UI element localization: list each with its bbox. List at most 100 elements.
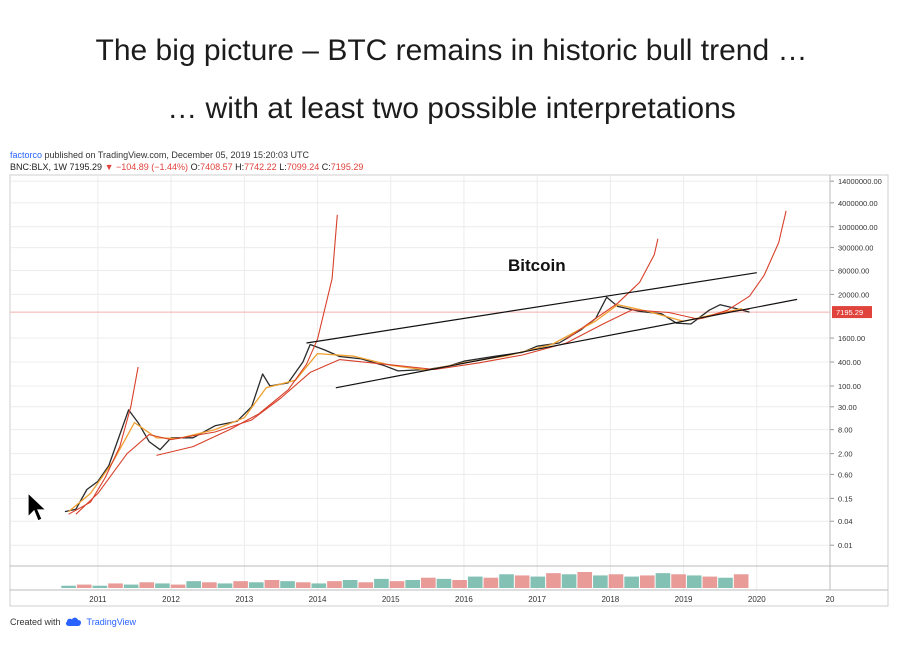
moving-average-orange [68, 304, 743, 513]
x-tick-label: 2014 [309, 595, 327, 604]
y-tick-label: 0.60 [838, 470, 853, 479]
moving-average-red [75, 308, 750, 515]
volume-bar [671, 574, 686, 588]
y-tick-label: 4000000.00 [838, 199, 878, 208]
channel-lower-line [335, 298, 798, 389]
publisher-name-link[interactable]: factorco [10, 150, 43, 160]
volume-bar [108, 583, 123, 588]
last-price: 7195.29 [69, 162, 103, 172]
open-value: 7408.57 [200, 162, 233, 172]
volume-bar [186, 581, 202, 588]
volume-bar [686, 575, 702, 588]
slide-title-line1: The big picture – BTC remains in histori… [95, 34, 808, 67]
x-tick-label: 2011 [89, 595, 107, 604]
parabolic-curve-2017 [566, 238, 659, 340]
y-tick-label: 8.00 [838, 426, 853, 435]
volume-bar [311, 583, 327, 588]
x-tick-label: 2016 [455, 595, 473, 604]
y-tick-label: 400.00 [838, 358, 861, 367]
volume-bar [577, 572, 593, 588]
footer: Created with TradingView [10, 616, 136, 627]
low-value: 7099.24 [286, 162, 320, 172]
volume-bar [655, 573, 671, 588]
volume-bar [170, 584, 186, 588]
volume-bar [593, 575, 608, 588]
volume-bar [436, 578, 452, 588]
volume-bar [608, 574, 624, 588]
volume-bar [546, 573, 561, 588]
volume-bar [624, 576, 639, 588]
parabolic-curve-2013 [156, 214, 338, 456]
volume-bar [280, 581, 295, 588]
x-tick-label: 2019 [675, 595, 693, 604]
volume-bar [295, 582, 311, 588]
parabolic-curve-2011 [68, 366, 139, 515]
tradingview-link[interactable]: TradingView [86, 616, 137, 627]
volume-bar [561, 574, 577, 588]
symbol-label: BNC:BLX, 1W [10, 162, 68, 172]
volume-bar [248, 582, 264, 588]
y-tick-label: 0.15 [838, 494, 853, 503]
volume-bar [483, 577, 499, 588]
volume-bar [702, 576, 718, 588]
y-tick-label: 14000000.00 [838, 177, 882, 186]
volume-bar [467, 576, 483, 588]
volume-bar [733, 574, 749, 588]
ohlc-line: BNC:BLX, 1W 7195.29 ▼ −104.89 (−1.44%) O… [10, 162, 364, 172]
x-tick-label: 2015 [382, 595, 400, 604]
price-change: ▼ −104.89 (−1.44%) [104, 162, 189, 172]
volume-bar [639, 575, 655, 588]
volume-bar [405, 580, 420, 588]
volume-bar [233, 581, 248, 588]
price-label-tag [832, 306, 872, 319]
published-text: published on TradingView.com, December 0… [42, 150, 310, 160]
y-tick-label: 1000000.00 [838, 223, 878, 232]
volume-bar [92, 585, 108, 588]
parabolic-curve-2019 [701, 210, 787, 319]
price-label-text: 7195.29 [836, 308, 863, 317]
price-line [64, 296, 750, 513]
volume-bar [76, 584, 92, 588]
tradingview-cloud-icon [65, 617, 81, 626]
y-tick-label: 1600.00 [838, 334, 865, 343]
publisher-line: factorco published on TradingView.com, D… [10, 150, 309, 160]
x-tick-label: 20 [826, 595, 835, 604]
volume-bar [452, 580, 467, 588]
chart-frame [9, 174, 889, 607]
channel-upper-line [306, 272, 757, 344]
volume-bar [327, 581, 342, 588]
volume-bar [718, 577, 733, 588]
y-tick-label: 80000.00 [838, 266, 869, 275]
volume-bar [342, 580, 358, 588]
y-tick-label: 100.00 [838, 382, 861, 391]
volume-bar [499, 574, 514, 588]
volume-bar [358, 582, 374, 588]
y-tick-label: 0.01 [838, 541, 853, 550]
x-tick-label: 2020 [748, 595, 766, 604]
x-tick-label: 2013 [235, 595, 253, 604]
volume-bar [374, 578, 389, 588]
volume-bar [420, 577, 436, 588]
volume-bar [217, 583, 233, 588]
x-tick-label: 2018 [601, 595, 619, 604]
y-tick-label: 30.00 [838, 403, 857, 412]
volume-bar [155, 583, 170, 588]
mouse-cursor-icon [27, 492, 48, 522]
volume-bar [139, 582, 155, 588]
volume-bar [389, 581, 405, 588]
volume-bar [123, 584, 139, 588]
y-tick-label: 300000.00 [838, 244, 873, 253]
volume-bar [514, 575, 530, 588]
volume-bar [61, 585, 76, 588]
close-value: 7195.29 [330, 162, 364, 172]
y-tick-label: 0.04 [838, 517, 853, 526]
volume-bar [202, 582, 217, 588]
chart-annotation-bitcoin: Bitcoin [508, 256, 566, 275]
created-with-label: Created with [10, 616, 61, 627]
high-value: 7742.22 [244, 162, 277, 172]
volume-bar [530, 576, 546, 588]
x-tick-label: 2012 [162, 595, 180, 604]
volume-bar [264, 580, 280, 588]
x-tick-label: 2017 [528, 595, 546, 604]
